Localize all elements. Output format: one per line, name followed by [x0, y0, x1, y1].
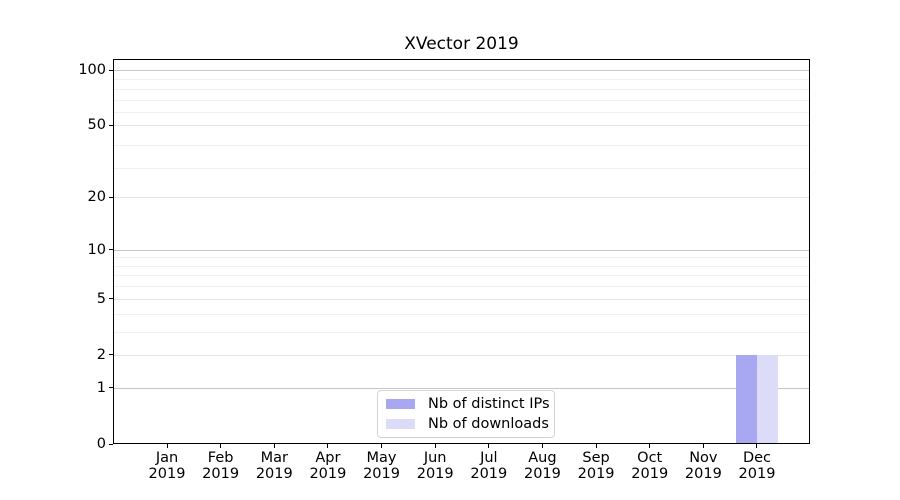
x-tick-label: Jul 2019	[453, 450, 525, 482]
legend-item: Nb of distinct IPs	[386, 394, 550, 414]
gridline	[114, 265, 809, 267]
x-tick-label: Aug 2019	[506, 450, 578, 482]
y-tick	[109, 387, 113, 389]
legend-item: Nb of downloads	[386, 414, 549, 434]
x-tick-label: Jan 2019	[131, 450, 203, 482]
gridline	[114, 354, 809, 356]
gridline	[114, 387, 809, 389]
x-tick-year: 2019	[202, 465, 240, 482]
x-tick	[327, 444, 329, 448]
gridline	[114, 125, 809, 127]
plot-area	[113, 59, 810, 444]
gridline	[114, 298, 809, 300]
x-tick-year: 2019	[255, 465, 293, 482]
x-tick	[541, 444, 543, 448]
y-tick-label: 0	[96, 436, 106, 452]
x-tick-year: 2019	[738, 465, 776, 482]
x-tick	[381, 444, 383, 448]
x-tick	[649, 444, 651, 448]
legend-item-label: Nb of distinct IPs	[428, 395, 550, 412]
x-tick-label: Apr 2019	[292, 450, 364, 482]
x-tick	[273, 444, 275, 448]
gridline	[114, 257, 809, 259]
y-tick	[109, 196, 113, 198]
y-tick-label: 2	[96, 346, 106, 363]
gridline	[114, 275, 809, 277]
x-tick-month: Mar	[260, 450, 288, 466]
x-tick-month: Feb	[207, 450, 234, 466]
x-tick-month: Dec	[742, 450, 772, 466]
gridline	[114, 197, 809, 199]
gridline	[114, 331, 809, 333]
x-tick-label: Jun 2019	[399, 450, 471, 482]
legend-item-label: Nb of downloads	[428, 416, 549, 433]
x-tick-label: Oct 2019	[614, 450, 686, 482]
gridline	[114, 313, 809, 315]
legend-swatch	[386, 419, 415, 430]
x-tick-month: Jun	[423, 450, 447, 466]
x-tick-year: 2019	[363, 465, 400, 482]
x-tick	[488, 444, 490, 448]
gridline	[114, 70, 809, 71]
y-tick	[109, 249, 113, 251]
gridline	[114, 168, 809, 170]
x-tick-year: 2019	[523, 465, 561, 482]
gridline	[114, 99, 809, 101]
x-tick-month: Aug	[528, 450, 557, 466]
x-tick-year: 2019	[577, 465, 615, 482]
x-tick	[220, 444, 222, 448]
gridline	[114, 79, 809, 81]
x-tick-label: Mar 2019	[238, 450, 310, 482]
x-tick-month: May	[366, 450, 397, 466]
x-tick-year: 2019	[148, 465, 186, 482]
bar-dec-s1	[756, 354, 779, 443]
gridline	[114, 88, 809, 90]
y-tick-label: 5	[96, 290, 106, 307]
gridline	[114, 286, 809, 288]
y-tick	[109, 124, 113, 126]
x-tick-year: 2019	[470, 465, 508, 482]
x-tick	[756, 444, 758, 448]
y-tick-label: 10	[87, 241, 106, 258]
x-tick	[166, 444, 168, 448]
x-tick-year: 2019	[684, 465, 722, 482]
x-tick-year: 2019	[416, 465, 454, 482]
x-tick-label: Feb 2019	[185, 450, 257, 482]
x-tick-month: Jan	[155, 450, 179, 466]
y-tick-label: 1	[96, 379, 106, 396]
x-tick-month: Oct	[637, 450, 663, 466]
bar-dec-s0	[735, 354, 757, 443]
x-tick-label: Dec 2019	[721, 450, 793, 482]
y-tick	[109, 443, 113, 445]
x-tick	[434, 444, 436, 448]
x-tick-month: Apr	[315, 450, 341, 466]
legend: Nb of distinct IPs Nb of downloads	[377, 390, 555, 438]
x-tick	[702, 444, 704, 448]
chart-title: XVector 2019	[404, 34, 519, 54]
x-tick	[595, 444, 597, 448]
x-tick-year: 2019	[309, 465, 347, 482]
x-tick-month: Sep	[582, 450, 610, 466]
y-tick-label: 50	[87, 117, 106, 134]
gridline	[114, 145, 809, 147]
gridline	[114, 249, 809, 251]
x-tick-month: Nov	[689, 450, 718, 466]
legend-swatch	[386, 398, 415, 409]
x-tick-label: Sep 2019	[560, 450, 632, 482]
y-tick	[109, 354, 113, 356]
x-tick-label: May 2019	[346, 450, 418, 482]
x-tick-year: 2019	[631, 465, 669, 482]
x-tick-month: Jul	[480, 450, 498, 466]
y-tick	[109, 298, 113, 300]
gridline	[114, 112, 809, 114]
x-tick-label: Nov 2019	[667, 450, 739, 482]
y-tick	[109, 69, 113, 71]
y-tick-label: 100	[78, 62, 106, 78]
y-tick-label: 20	[87, 189, 106, 206]
